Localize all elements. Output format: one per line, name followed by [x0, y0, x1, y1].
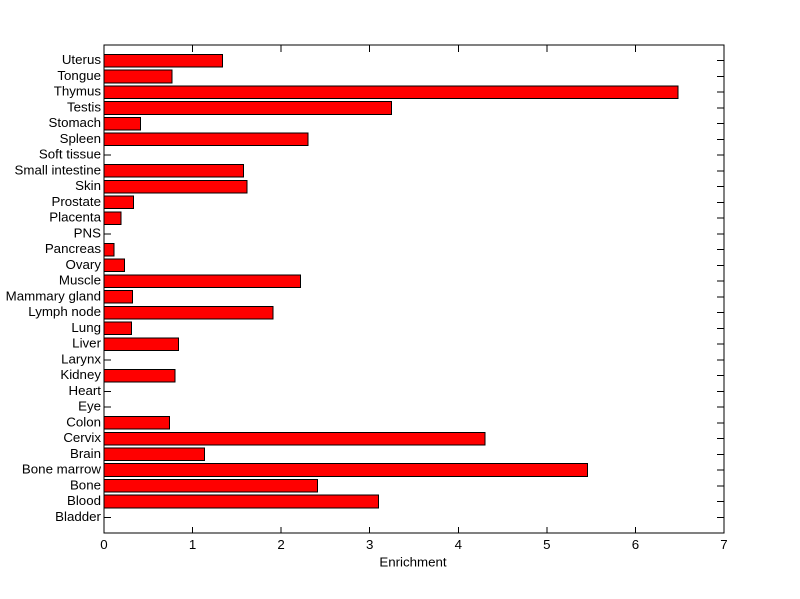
svg-text:Blood: Blood — [67, 493, 101, 508]
svg-text:Kidney: Kidney — [60, 367, 101, 382]
svg-text:Bone marrow: Bone marrow — [22, 462, 101, 477]
svg-text:1: 1 — [189, 537, 196, 552]
svg-text:Lung: Lung — [71, 320, 101, 335]
svg-text:Tongue: Tongue — [57, 68, 101, 83]
svg-text:Skin: Skin — [75, 178, 101, 193]
svg-text:Liver: Liver — [72, 336, 101, 351]
svg-text:Pancreas: Pancreas — [45, 241, 102, 256]
svg-text:3: 3 — [366, 537, 373, 552]
svg-text:Ovary: Ovary — [66, 257, 102, 272]
svg-text:Soft tissue: Soft tissue — [39, 147, 101, 162]
svg-text:Bladder: Bladder — [55, 509, 101, 524]
svg-text:Thymus: Thymus — [54, 84, 102, 99]
svg-text:7: 7 — [720, 537, 727, 552]
svg-text:Mammary gland: Mammary gland — [6, 288, 101, 303]
svg-text:Prostate: Prostate — [51, 194, 101, 209]
svg-text:Small intestine: Small intestine — [15, 162, 101, 177]
svg-text:6: 6 — [632, 537, 639, 552]
svg-text:Brain: Brain — [70, 446, 101, 461]
svg-text:Muscle: Muscle — [59, 273, 101, 288]
svg-text:Bone: Bone — [70, 477, 101, 492]
svg-text:5: 5 — [543, 537, 550, 552]
svg-text:Testis: Testis — [67, 99, 101, 114]
svg-text:Enrichment: Enrichment — [379, 555, 447, 570]
svg-text:Placenta: Placenta — [49, 210, 101, 225]
svg-text:Cervix: Cervix — [63, 430, 101, 445]
svg-text:Stomach: Stomach — [49, 115, 101, 130]
svg-text:Spleen: Spleen — [60, 131, 101, 146]
svg-text:Heart: Heart — [68, 383, 101, 398]
svg-text:4: 4 — [455, 537, 462, 552]
svg-text:Lymph node: Lymph node — [28, 304, 101, 319]
svg-text:Eye: Eye — [78, 399, 101, 414]
svg-text:PNS: PNS — [74, 225, 101, 240]
svg-text:Colon: Colon — [66, 414, 101, 429]
svg-text:0: 0 — [100, 537, 107, 552]
svg-text:2: 2 — [277, 537, 284, 552]
svg-text:Uterus: Uterus — [62, 52, 102, 67]
svg-text:Larynx: Larynx — [61, 351, 101, 366]
